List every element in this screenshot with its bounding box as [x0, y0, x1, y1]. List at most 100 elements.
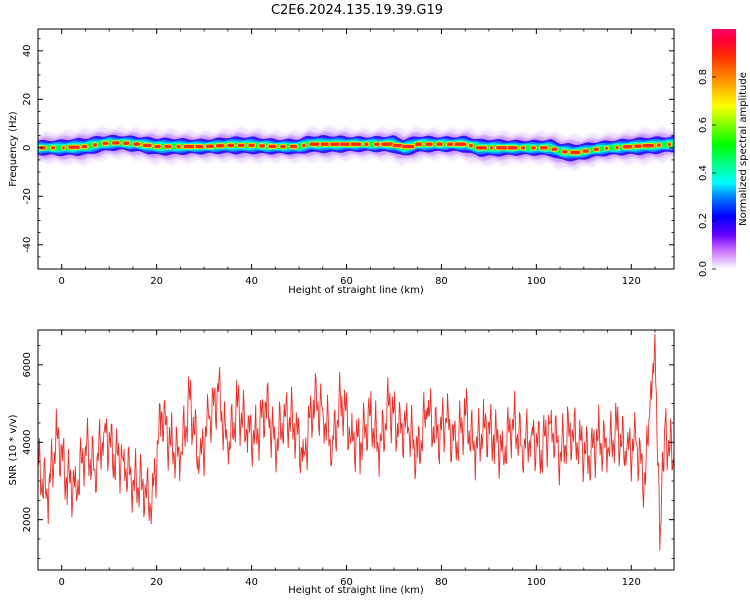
spectrogram-core-peak [102, 141, 109, 146]
spectrogram-core-peak [374, 142, 380, 146]
spectrogram-core-peak [350, 142, 362, 146]
colorbar: 0.0 0.2 0.4 0.6 0.8 Normalized spectral ampl… [698, 29, 749, 277]
spectrogram-heatmap [38, 125, 674, 171]
snr-x-ticks: 0 20 40 60 80 100 120 [37, 330, 656, 588]
spectrogram-core-peak [570, 150, 581, 155]
spectrogram-core-peak [164, 144, 172, 149]
spectrogram-core-peak [93, 143, 97, 147]
spectrogram-core-peak [68, 145, 80, 149]
spectrogram-y-tick-label: 20 [22, 93, 33, 106]
spectrogram-core-peak [561, 150, 568, 154]
spectrogram-core-peak [227, 143, 235, 148]
spectrogram-core-peak [454, 142, 467, 146]
spectrogram-core-peak [446, 142, 453, 146]
spectrogram-y-tick-label: 0 [22, 145, 33, 151]
snr-y-tick-label: 4000 [22, 430, 33, 455]
spectrogram-core-peak [205, 144, 214, 148]
spectrogram-core-peak [176, 144, 181, 149]
spectrogram-core-peak [81, 144, 88, 149]
spectrogram-core-peak [381, 142, 394, 146]
colorbar-tick-label: 0.0 [698, 261, 709, 277]
spectrogram-core-peak [622, 145, 633, 149]
figure-title: C2E6.2024.135.19.39.G19 [271, 3, 443, 18]
spectrogram-core-peak [540, 146, 548, 150]
spectrogram-core-peak [183, 144, 195, 149]
spectrogram-core-peak [605, 146, 608, 150]
snr-x-label: Height of straight line (km) [288, 585, 424, 596]
spectrogram-core-peak [154, 144, 161, 149]
spectrogram-y-tick-label: -40 [22, 237, 33, 253]
spectrogram-y-tick-label: -20 [22, 188, 33, 204]
spectrogram-core-peak [531, 146, 536, 150]
spectrogram-core-peak [634, 144, 642, 148]
snr-x-tick-label: 100 [527, 577, 546, 588]
spectrogram-core-peak [112, 141, 120, 145]
spectrogram-core-peak [215, 144, 225, 148]
snr-panel: 0 20 40 60 80 100 120 2000 4000 6000 Height of s… [8, 329, 675, 596]
snr-x-tick-label: 120 [622, 577, 641, 588]
spectrogram-core-peak [582, 149, 589, 153]
spectrogram-core-peak [551, 147, 558, 151]
colorbar-tick-label: 0.8 [698, 69, 709, 85]
spectrogram-core-peak [593, 147, 599, 151]
snr-y-ticks: 2000 4000 6000 [22, 345, 674, 559]
snr-y-tick-label: 6000 [22, 352, 33, 377]
spectrogram-x-tick-label: 80 [435, 276, 448, 287]
spectrogram-core-peak [425, 142, 433, 146]
spectrogram-core-peak [392, 143, 403, 148]
colorbar-ticks: 0.0 0.2 0.4 0.6 0.8 [698, 69, 716, 277]
spectrogram-x-tick-label: 100 [527, 276, 546, 287]
spectrogram-core-peak [302, 143, 306, 148]
spectrogram-core-peak [615, 145, 619, 150]
spectrogram-y-label: Frequency (Hz) [8, 111, 19, 187]
spectrogram-core-peak [402, 144, 415, 149]
spectrogram-core-peak [268, 144, 277, 149]
spectrogram-core-peak [642, 144, 655, 148]
spectrogram-core-peak [490, 146, 494, 150]
spectrogram-core-peak [123, 141, 130, 145]
spectrogram-core-peak [475, 146, 487, 150]
colorbar-tick-label: 0.4 [698, 165, 709, 181]
colorbar-tick-label: 0.6 [698, 117, 709, 133]
spectrogram-core-peak [289, 144, 298, 149]
spectrogram-core-peak [133, 142, 140, 146]
spectrogram-core-peak [469, 143, 473, 148]
spectrogram-core-peak [320, 142, 329, 146]
snr-x-tick-label: 80 [435, 577, 448, 588]
spectrogram-core-peak [309, 142, 320, 146]
spectrogram-x-tick-label: 20 [150, 276, 163, 287]
spectrogram-core-peak [415, 142, 423, 146]
snr-x-tick-label: 40 [245, 577, 258, 588]
spectrogram-x-tick-label: 0 [59, 276, 65, 287]
snr-x-tick-label: 60 [340, 577, 353, 588]
spectrogram-core-peak [248, 143, 255, 148]
spectrogram-x-ticks: 0 20 40 60 80 100 120 [37, 29, 656, 287]
spectrogram-core-peak [259, 144, 265, 148]
snr-series-line [38, 333, 674, 551]
colorbar-gradient [712, 29, 736, 269]
spectrogram-core-peak [496, 146, 509, 150]
spectrogram-x-tick-label: 60 [340, 276, 353, 287]
spectrogram-core-peak [237, 143, 245, 148]
snr-frame [37, 329, 675, 571]
spectrogram-core-peak [436, 142, 443, 146]
spectrogram-core-peak [51, 146, 56, 150]
spectrogram-frame [37, 28, 675, 270]
spectrogram-core-peak [280, 144, 286, 149]
snr-y-label: SNR (10 * v/v) [8, 414, 19, 485]
spectrogram-core-peak [520, 146, 526, 150]
spectrogram-core-peak [656, 143, 661, 147]
spectrogram-y-tick-label: 40 [22, 44, 33, 57]
spectrogram-core-peak [507, 146, 518, 150]
spectrogram-panel: 0 20 40 60 80 100 120 -40 -20 0 20 40 Height of st… [8, 28, 675, 296]
spectrogram-band-layer [38, 138, 674, 157]
spectrogram-y-ticks: -40 -20 0 20 40 [22, 38, 674, 270]
spectrogram-core-peak [330, 142, 341, 146]
colorbar-tick-label: 0.2 [698, 213, 709, 229]
spectrogram-core-peak [364, 142, 369, 146]
snr-y-tick-label: 2000 [22, 507, 33, 532]
colorbar-label: Normalized spectral amplitude [738, 72, 749, 226]
spectrogram-core-peak [667, 142, 671, 147]
spectrogram-x-tick-label: 40 [245, 276, 258, 287]
